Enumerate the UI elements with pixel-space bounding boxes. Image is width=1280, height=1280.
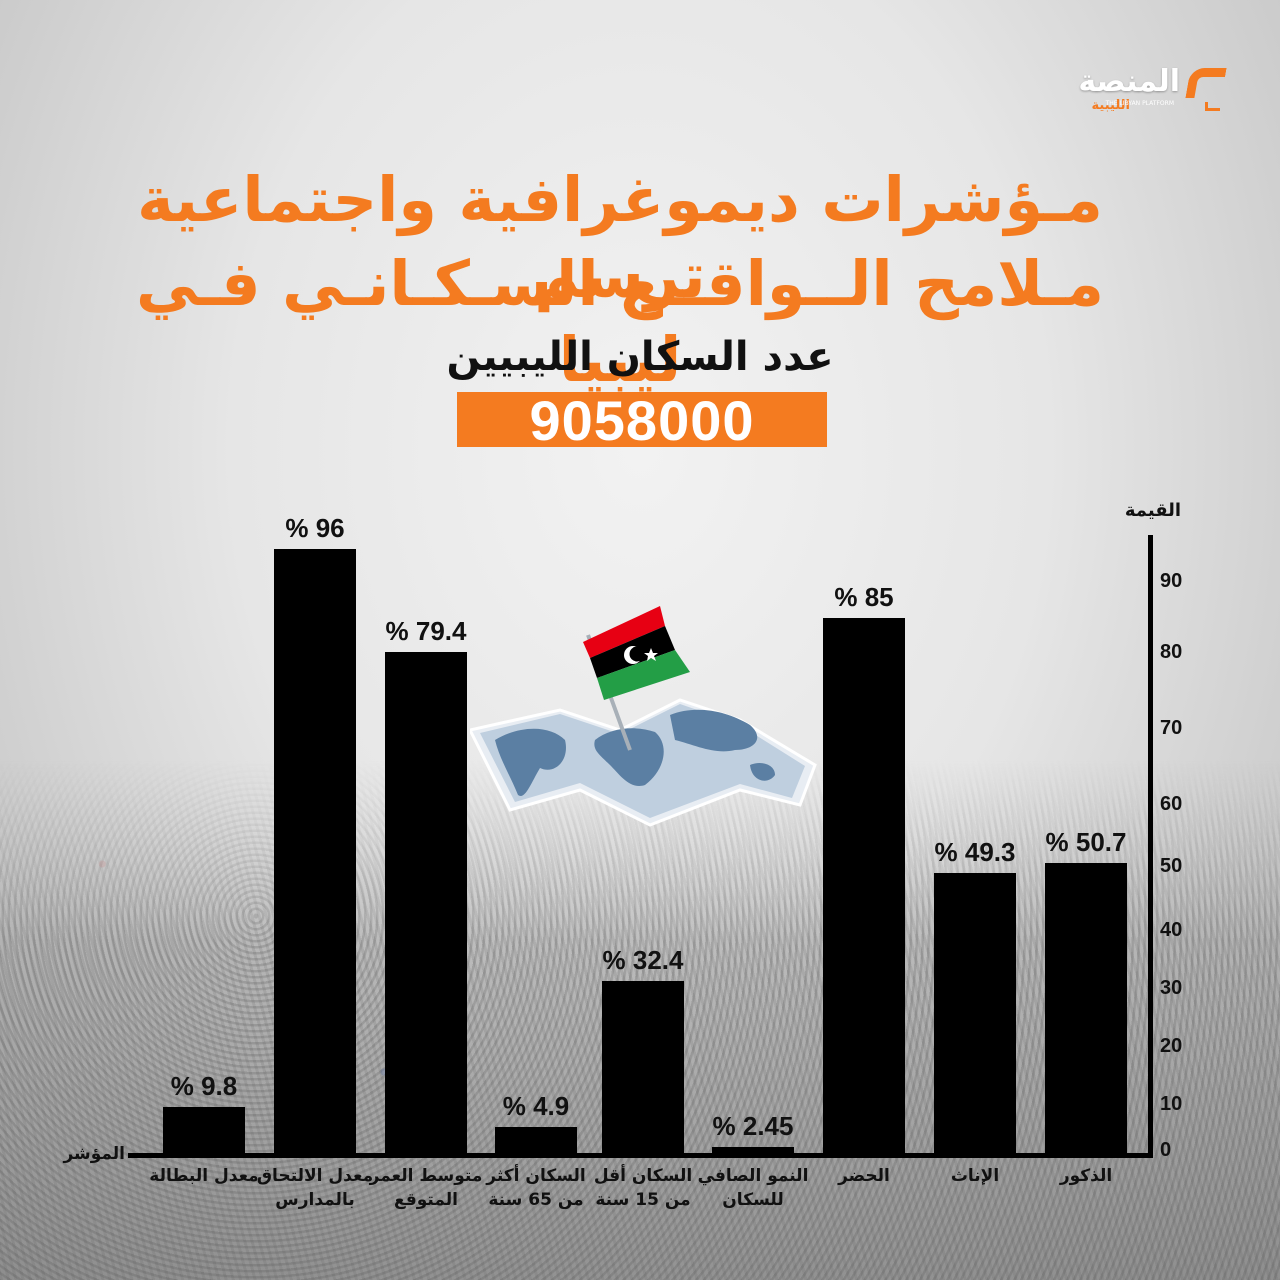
category-line1: الذكور: [1059, 1166, 1113, 1186]
chart-bar: [712, 1147, 794, 1155]
population-value: 9058000: [457, 392, 827, 450]
chart-bar: [495, 1127, 577, 1155]
page-title-line1: مـؤشرات ديموغرافية واجتماعية ترسم: [137, 163, 1103, 312]
y-tick-label: 70: [1160, 717, 1183, 739]
population-label: عدد السكان الليبيين: [446, 334, 834, 380]
category-line1: الحضر: [838, 1166, 890, 1186]
category-line1: الإناث: [950, 1166, 1000, 1186]
chart-bar: [1045, 863, 1127, 1155]
page-title-line2: مـلامح الــواقــع السـكـانـي فـي ليبيا: [136, 247, 1104, 396]
bar-category-label: معدل الالتحاق بالمدارس: [256, 1164, 374, 1212]
bar-value-label: % 4.9: [502, 1091, 570, 1121]
map-flag-icon: [470, 606, 817, 827]
brand-logo: المنصة الليبية THE LIBYAN PLATFORM: [1068, 64, 1228, 120]
bar-category-label: السكان أقل من 15 سنة: [584, 1164, 702, 1212]
bar-category-label: الحضر: [805, 1164, 923, 1188]
bar-value-label: % 79.4: [385, 616, 467, 646]
bar-category-label: متوسط العمر المتوقع: [367, 1164, 485, 1212]
y-tick-label: 50: [1160, 855, 1183, 877]
bar-value-label: % 50.7: [1045, 827, 1127, 857]
y-tick-label: 80: [1160, 641, 1183, 663]
bar-value-label: % 32.4: [602, 945, 684, 975]
bar-category-label: الإناث: [916, 1164, 1034, 1188]
y-tick-label: 0: [1160, 1139, 1172, 1161]
bar-category-label: الذكور: [1027, 1164, 1145, 1188]
category-line1: النمو الصافي: [697, 1166, 809, 1186]
bar-value-label: % 2.45: [712, 1111, 794, 1141]
chart-bar: [274, 549, 356, 1155]
chart-bar: [385, 652, 467, 1155]
category-line1: السكان أكثر: [486, 1166, 586, 1186]
category-line1: معدل البطالة: [149, 1166, 259, 1186]
chart-bar: [823, 618, 905, 1155]
bar-value-label: % 85: [834, 582, 894, 612]
bar-category-label: معدل البطالة: [145, 1164, 263, 1188]
brand-mark-small-icon: [1205, 102, 1220, 111]
category-line1: متوسط العمر: [369, 1166, 483, 1186]
y-tick-label: 20: [1160, 1035, 1183, 1057]
brand-name: المنصة: [1078, 64, 1180, 99]
category-line1: السكان أقل: [593, 1166, 693, 1186]
bar-value-label: % 96: [285, 513, 345, 543]
category-line2: من 65 سنة: [488, 1190, 584, 1210]
category-line2: المتوقع: [394, 1190, 458, 1210]
category-line2: للسكان: [722, 1190, 784, 1210]
y-tick-label: 30: [1160, 977, 1183, 999]
bar-value-label: % 9.8: [170, 1071, 238, 1101]
chart-bar: [163, 1107, 245, 1155]
brand-sub: الليبية: [1091, 98, 1130, 113]
brand-mark-icon: [1185, 68, 1227, 98]
bar-value-label: % 49.3: [934, 837, 1016, 867]
category-line1: معدل الالتحاق: [256, 1166, 374, 1186]
bar-category-label: السكان أكثر من 65 سنة: [477, 1164, 595, 1212]
category-line2: بالمدارس: [275, 1190, 355, 1210]
y-axis-title: القيمة: [1124, 500, 1182, 521]
chart-bar: [602, 981, 684, 1155]
y-tick-label: 10: [1160, 1093, 1183, 1115]
x-axis-title: المؤشر: [63, 1144, 125, 1164]
chart-bar: [934, 873, 1016, 1155]
y-axis-line: [1148, 535, 1153, 1157]
category-line2: من 15 سنة: [595, 1190, 691, 1210]
bar-category-label: النمو الصافي للسكان: [694, 1164, 812, 1212]
y-tick-label: 90: [1160, 570, 1183, 592]
y-tick-label: 60: [1160, 793, 1183, 815]
x-axis-line: [128, 1153, 1153, 1158]
y-tick-label: 40: [1160, 919, 1183, 941]
brand-english: THE LIBYAN PLATFORM: [1105, 100, 1174, 107]
